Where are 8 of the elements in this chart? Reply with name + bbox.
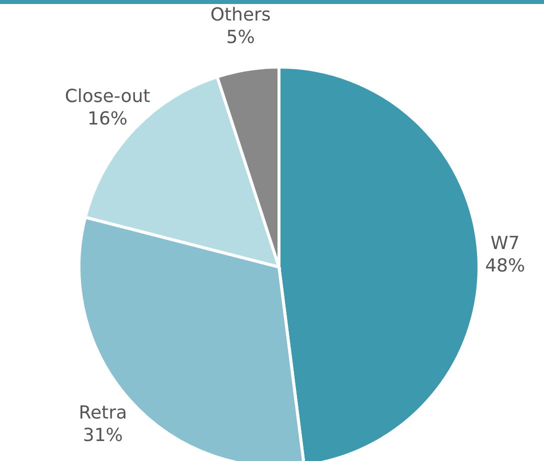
slice-label: Close-out [64, 86, 150, 108]
slice-label: Others [210, 4, 271, 26]
slice-label: Retra [78, 402, 128, 424]
data-label: 5% [226, 27, 255, 48]
data-label: 48% [485, 255, 526, 276]
data-label: 16% [87, 108, 128, 130]
data-label: 31% [82, 424, 123, 446]
slice-label: W7 [490, 232, 520, 254]
